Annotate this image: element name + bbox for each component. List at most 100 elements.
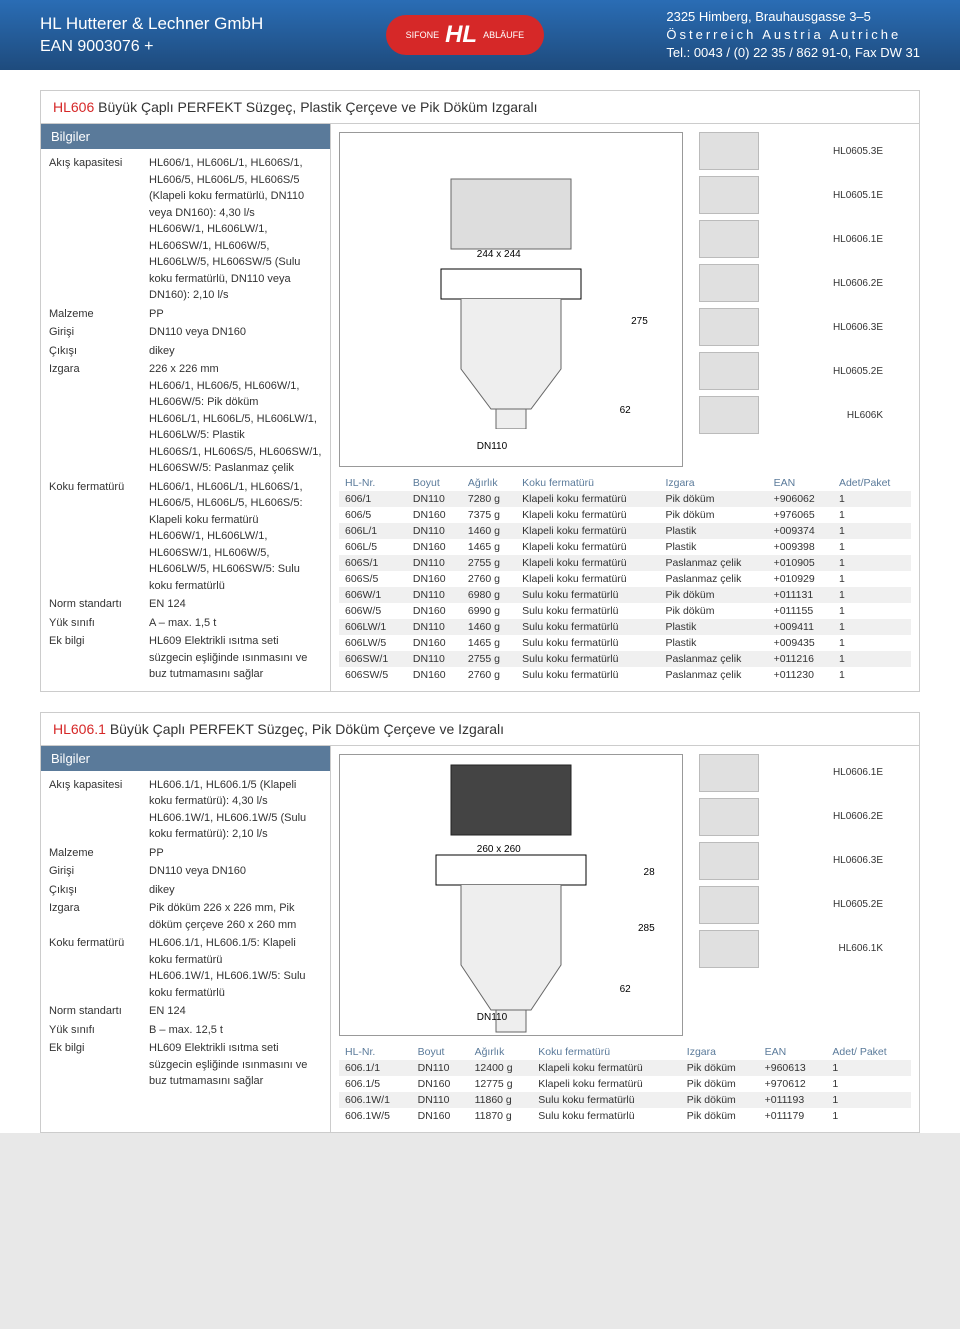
part-thumbnail — [699, 754, 759, 792]
table-cell: +011155 — [768, 603, 833, 619]
info-label: Akış kapasitesi — [49, 777, 149, 843]
table-cell: 606LW/5 — [339, 635, 407, 651]
info-label: Izgara — [49, 900, 149, 933]
table-cell: DN160 — [407, 667, 462, 683]
info-value: HL606/1, HL606L/1, HL606S/1, HL606/5, HL… — [149, 479, 322, 595]
drawing-column: 260 x 260 28 285 62 DN110 — [331, 746, 691, 1044]
table-cell: 1 — [833, 651, 911, 667]
dim-label: 244 x 244 — [477, 249, 521, 260]
table-row: 606S/5DN1602760 gKlapeli koku fermatürüP… — [339, 571, 911, 587]
table-cell: 1 — [833, 587, 911, 603]
drain-drawing-icon — [411, 755, 611, 1035]
table-row: 606W/5DN1606990 gSulu koku fermatürlüPik… — [339, 603, 911, 619]
dim-label: 285 — [638, 923, 655, 934]
table-row: 606LW/5DN1601465 gSulu koku fermatürlüPl… — [339, 635, 911, 651]
table-cell: +009435 — [768, 635, 833, 651]
dim-label: 62 — [620, 405, 631, 416]
info-row: Ek bilgiHL609 Elektrikli ısıtma seti süz… — [49, 633, 322, 683]
part-item: HL0605.2E — [699, 352, 883, 390]
info-row: Koku fermatürüHL606/1, HL606L/1, HL606S/… — [49, 479, 322, 595]
info-value: Pik döküm 226 x 226 mm, Pik döküm çerçev… — [149, 900, 322, 933]
company-name: HL Hutterer & Lechner GmbH — [40, 14, 263, 34]
table-cell: 1 — [833, 523, 911, 539]
info-value: dikey — [149, 343, 322, 360]
table-cell: 1 — [826, 1108, 911, 1124]
info-label: Malzeme — [49, 306, 149, 323]
table-header: EAN — [759, 1044, 827, 1060]
table-cell: Klapeli koku fermatürü — [516, 571, 659, 587]
info-value: 226 x 226 mm HL606/1, HL606/5, HL606W/1,… — [149, 361, 322, 477]
info-value: EN 124 — [149, 1003, 322, 1020]
dim-label: 28 — [644, 867, 655, 878]
info-row: Ek bilgiHL609 Elektrikli ısıtma seti süz… — [49, 1040, 322, 1090]
table-cell: 2760 g — [462, 667, 516, 683]
table-cell: 12400 g — [469, 1060, 533, 1076]
part-code: HL0605.1E — [759, 190, 883, 201]
info-value: DN110 veya DN160 — [149, 324, 322, 341]
table-cell: Pik döküm — [659, 491, 767, 507]
part-item: HL0606.2E — [699, 264, 883, 302]
table-header: Koku fermatürü — [516, 475, 659, 491]
part-item: HL606.1K — [699, 930, 883, 968]
part-thumbnail — [699, 132, 759, 170]
info-column: Bilgiler Akış kapasitesiHL606.1/1, HL606… — [41, 746, 331, 1132]
header-address: 2325 Himberg, Brauhausgasse 3–5 Österrei… — [666, 8, 920, 63]
table-cell: Pik döküm — [659, 587, 767, 603]
table-cell: +970612 — [759, 1076, 827, 1092]
table-cell: 1 — [833, 667, 911, 683]
drawing-column: 244 x 244 275 62 DN110 — [331, 124, 691, 475]
info-value: PP — [149, 306, 322, 323]
table-cell: 11870 g — [469, 1108, 533, 1124]
part-thumbnail — [699, 396, 759, 434]
table-cell: +009398 — [768, 539, 833, 555]
part-thumbnail — [699, 842, 759, 880]
table-cell: DN160 — [407, 539, 462, 555]
table-cell: Klapeli koku fermatürü — [532, 1060, 681, 1076]
table-cell: +011230 — [768, 667, 833, 683]
info-table: Akış kapasitesiHL606.1/1, HL606.1/5 (Kla… — [41, 771, 330, 1098]
logo-hl: HL — [445, 21, 477, 49]
product-title: HL606.1 Büyük Çaplı PERFEKT Süzgeç, Pik … — [41, 713, 919, 746]
table-cell: DN160 — [412, 1108, 469, 1124]
product-desc: Büyük Çaplı PERFEKT Süzgeç, Pik Döküm Çe… — [110, 721, 504, 737]
table-cell: Pik döküm — [681, 1076, 759, 1092]
table-header: HL-Nr. — [339, 1044, 412, 1060]
product-title: HL606 Büyük Çaplı PERFEKT Süzgeç, Plasti… — [41, 91, 919, 124]
product-hl606: HL606 Büyük Çaplı PERFEKT Süzgeç, Plasti… — [40, 90, 920, 692]
table-cell: Plastik — [659, 619, 767, 635]
table-row: 606LW/1DN1101460 gSulu koku fermatürlüPl… — [339, 619, 911, 635]
drain-drawing-icon — [411, 169, 611, 429]
table-row: 606S/1DN1102755 gKlapeli koku fermatürüP… — [339, 555, 911, 571]
table-row: 606.1/5DN16012775 gKlapeli koku fermatür… — [339, 1076, 911, 1092]
table-cell: 1460 g — [462, 619, 516, 635]
part-code: HL0606.3E — [759, 855, 883, 866]
table-cell: Paslanmaz çelik — [659, 667, 767, 683]
table-cell: DN110 — [412, 1092, 469, 1108]
table-cell: Klapeli koku fermatürü — [532, 1076, 681, 1092]
part-code: HL0606.3E — [759, 322, 883, 333]
table-cell: +010905 — [768, 555, 833, 571]
ean-code: EAN 9003076 + — [40, 38, 263, 56]
table-cell: DN110 — [412, 1060, 469, 1076]
table-header: Izgara — [681, 1044, 759, 1060]
table-cell: DN110 — [407, 555, 462, 571]
info-table: Akış kapasitesiHL606/1, HL606L/1, HL606S… — [41, 149, 330, 691]
dim-label: DN110 — [477, 441, 507, 452]
info-column: Bilgiler Akış kapasitesiHL606/1, HL606L/… — [41, 124, 331, 691]
table-cell: +976065 — [768, 507, 833, 523]
table-cell: 606S/5 — [339, 571, 407, 587]
table-cell: Paslanmaz çelik — [659, 651, 767, 667]
table-header: Koku fermatürü — [532, 1044, 681, 1060]
info-label: Yük sınıfı — [49, 615, 149, 632]
info-label: Yük sınıfı — [49, 1022, 149, 1039]
table-cell: 1465 g — [462, 635, 516, 651]
table-cell: +009411 — [768, 619, 833, 635]
table-cell: DN160 — [412, 1076, 469, 1092]
table-cell: Klapeli koku fermatürü — [516, 539, 659, 555]
table-cell: +010929 — [768, 571, 833, 587]
part-thumbnail — [699, 220, 759, 258]
dim-label: 62 — [620, 984, 631, 995]
table-cell: DN110 — [407, 587, 462, 603]
parts-column: HL0605.3EHL0605.1EHL0606.1EHL0606.2EHL06… — [691, 124, 891, 475]
table-cell: 1 — [833, 603, 911, 619]
